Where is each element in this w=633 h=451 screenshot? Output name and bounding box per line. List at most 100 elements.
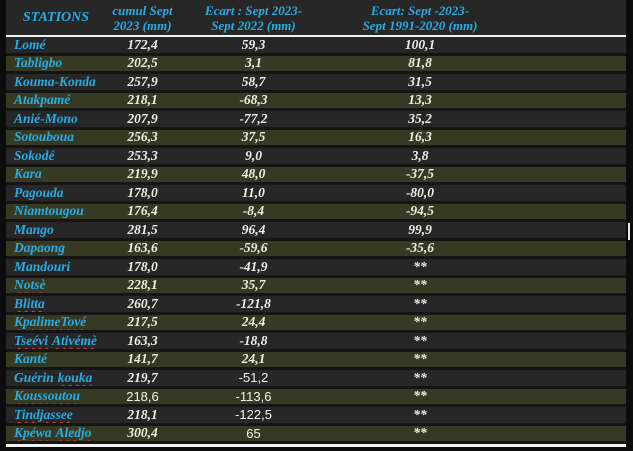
ecart-1991-cell[interactable]: 99,9 xyxy=(408,222,432,237)
station-cell[interactable]: Mango xyxy=(14,222,54,237)
cumul-cell[interactable]: 218,1 xyxy=(127,407,158,422)
ecart-1991-cell[interactable]: -35,6 xyxy=(405,240,435,256)
ecart-1991-cell[interactable]: 81,8 xyxy=(408,55,432,71)
cumul-cell[interactable]: 176,4 xyxy=(127,203,158,219)
ecart-1991-cell[interactable]: ** xyxy=(413,425,427,441)
station-cell[interactable]: KpalimeTové xyxy=(6,315,106,331)
header-ecart-sept-2022[interactable]: Ecart : Sept 2023- Sept 2022 (mm) xyxy=(179,0,328,35)
cumul-cell[interactable]: 260,7 xyxy=(127,296,158,311)
ecart-2022-cell[interactable]: -68,3 xyxy=(239,92,268,108)
station-cell[interactable]: Sotouboua xyxy=(14,129,75,145)
table-row: KpalimeTové 217,5 24,4 ** xyxy=(6,314,626,333)
cumul-cell[interactable]: 178,0 xyxy=(127,259,158,274)
ecart-2022-cell[interactable]: 24,4 xyxy=(241,314,266,330)
ecart-1991-cell[interactable]: ** xyxy=(413,314,427,330)
cumul-cell[interactable]: 228,1 xyxy=(127,277,158,293)
station-cell[interactable]: Tindjassee xyxy=(6,407,106,423)
cumul-cell[interactable]: 281,5 xyxy=(127,222,158,237)
station-cell[interactable]: Atakpamé xyxy=(14,92,71,108)
cumul-cell[interactable]: 178,0 xyxy=(127,185,158,200)
ecart-2022-cell[interactable]: -113,6 xyxy=(235,388,272,404)
ecart-1991-cell[interactable]: -80,0 xyxy=(405,185,435,200)
header-ecart1991-line2: Sept 1991-2020 (mm) xyxy=(362,17,478,33)
spacer-cell xyxy=(512,426,626,442)
ecart-2022-cell[interactable]: 58,7 xyxy=(241,74,266,89)
ecart-2022-cell[interactable]: -41,9 xyxy=(239,259,268,274)
station-cell[interactable]: Tseévi Ativémè xyxy=(6,333,106,349)
ecart-1991-cell[interactable]: 16,3 xyxy=(408,129,432,145)
cumul-cell[interactable]: 253,3 xyxy=(127,148,158,163)
table-row: Mango 281,5 96,4 99,9 xyxy=(6,222,626,241)
ecart-2022-cell[interactable]: -77,2 xyxy=(239,111,268,126)
ecart-2022-cell[interactable]: 9,0 xyxy=(245,148,262,163)
station-cell[interactable]: Niamtougou xyxy=(14,203,84,219)
ecart-1991-cell[interactable]: 13,3 xyxy=(408,92,432,108)
cumul-cell[interactable]: 257,9 xyxy=(127,74,158,89)
ecart-2022-cell[interactable]: 11,0 xyxy=(242,185,265,200)
header-ecart-1991-2020[interactable]: Ecart: Sept -2023- Sept 1991-2020 (mm) xyxy=(328,0,512,35)
ecart-2022-cell[interactable]: -51,2 xyxy=(238,370,269,386)
station-word: Blitta xyxy=(14,296,45,311)
ecart-2022-cell[interactable]: -59,6 xyxy=(239,240,268,256)
cumul-cell[interactable]: 218,6 xyxy=(126,388,159,404)
station-cell[interactable]: Mandouri xyxy=(14,259,71,274)
station-cell[interactable]: Kara xyxy=(14,166,42,182)
ecart-1991-cell[interactable]: 31,5 xyxy=(408,74,432,89)
ecart-2022-cell[interactable]: -121,8 xyxy=(236,296,271,311)
table-row: Anié-Mono 207,9 -77,2 35,2 xyxy=(6,111,626,130)
station-cell[interactable]: Koussoutou xyxy=(6,389,106,405)
ecart-1991-cell[interactable]: ** xyxy=(413,388,427,404)
ecart-1991-cell[interactable]: -94,5 xyxy=(405,203,435,219)
spacer-cell xyxy=(512,167,626,183)
station-cell[interactable]: Blitta xyxy=(6,296,106,312)
ecart-2022-cell[interactable]: 59,3 xyxy=(241,37,266,52)
cumul-cell[interactable]: 207,9 xyxy=(127,111,158,126)
cumul-cell[interactable]: 219,9 xyxy=(127,166,158,182)
ecart-1991-cell[interactable]: 3,8 xyxy=(411,148,429,163)
station-cell[interactable]: Kouma-Konda xyxy=(14,74,96,89)
ecart-2022-cell[interactable]: 3,1 xyxy=(245,55,262,71)
ecart-2022-cell[interactable]: -8,4 xyxy=(242,203,265,219)
ecart-2022-cell[interactable]: -122,5 xyxy=(235,407,272,423)
ecart-2022-cell[interactable]: 65 xyxy=(246,425,261,441)
ecart-1991-cell[interactable]: ** xyxy=(413,333,427,348)
ecart-2022-cell[interactable]: -18,8 xyxy=(239,333,268,348)
cumul-cell[interactable]: 141,7 xyxy=(127,351,158,367)
cumul-cell[interactable]: 217,5 xyxy=(127,314,158,330)
cumul-cell[interactable]: 300,4 xyxy=(127,425,158,441)
station-cell[interactable]: Tabligbo xyxy=(14,55,63,71)
ecart-1991-cell[interactable]: -37,5 xyxy=(405,166,435,182)
station-cell[interactable]: Lomé xyxy=(14,37,46,52)
station-cell[interactable]: Guérin kouka xyxy=(6,370,106,386)
station-cell[interactable]: Kpéwa Aledjo xyxy=(6,426,106,442)
header-cumul-sept-2023[interactable]: cumul Sept 2023 (mm) xyxy=(106,0,179,35)
ecart-2022-cell[interactable]: 35,7 xyxy=(241,277,266,293)
station-cell[interactable]: Anié-Mono xyxy=(14,111,78,126)
cumul-cell[interactable]: 172,4 xyxy=(127,37,158,52)
cumul-cell[interactable]: 256,3 xyxy=(127,129,158,145)
ecart-1991-cell[interactable]: 100,1 xyxy=(404,37,436,52)
header-stations[interactable]: STATIONS xyxy=(6,0,106,35)
ecart-1991-cell[interactable]: ** xyxy=(413,407,427,422)
station-cell[interactable]: Kanté xyxy=(14,351,48,367)
cumul-cell[interactable]: 163,3 xyxy=(127,333,158,348)
ecart-1991-cell[interactable]: 35,2 xyxy=(408,111,432,126)
ecart-1991-cell[interactable]: ** xyxy=(413,259,427,274)
cumul-cell[interactable]: 218,1 xyxy=(127,92,158,108)
cumul-cell[interactable]: 163,6 xyxy=(127,240,158,256)
station-cell[interactable]: Pagouda xyxy=(14,185,64,200)
ecart-1991-cell[interactable]: ** xyxy=(413,277,427,293)
ecart-1991-cell[interactable]: ** xyxy=(413,370,427,385)
station-cell[interactable]: Notsè xyxy=(6,278,106,294)
cumul-cell[interactable]: 202,5 xyxy=(127,55,158,71)
ecart-2022-cell[interactable]: 96,4 xyxy=(241,222,266,237)
station-cell[interactable]: Dapaong xyxy=(14,240,66,256)
station-word: kouka xyxy=(57,370,93,385)
ecart-2022-cell[interactable]: 37,5 xyxy=(241,129,266,145)
ecart-1991-cell[interactable]: ** xyxy=(413,296,427,311)
station-cell[interactable]: Sokodé xyxy=(14,148,55,163)
ecart-2022-cell[interactable]: 24,1 xyxy=(241,351,266,367)
cumul-cell[interactable]: 219,7 xyxy=(127,370,158,385)
ecart-1991-cell[interactable]: ** xyxy=(413,351,427,367)
ecart-2022-cell[interactable]: 48,0 xyxy=(241,166,266,182)
